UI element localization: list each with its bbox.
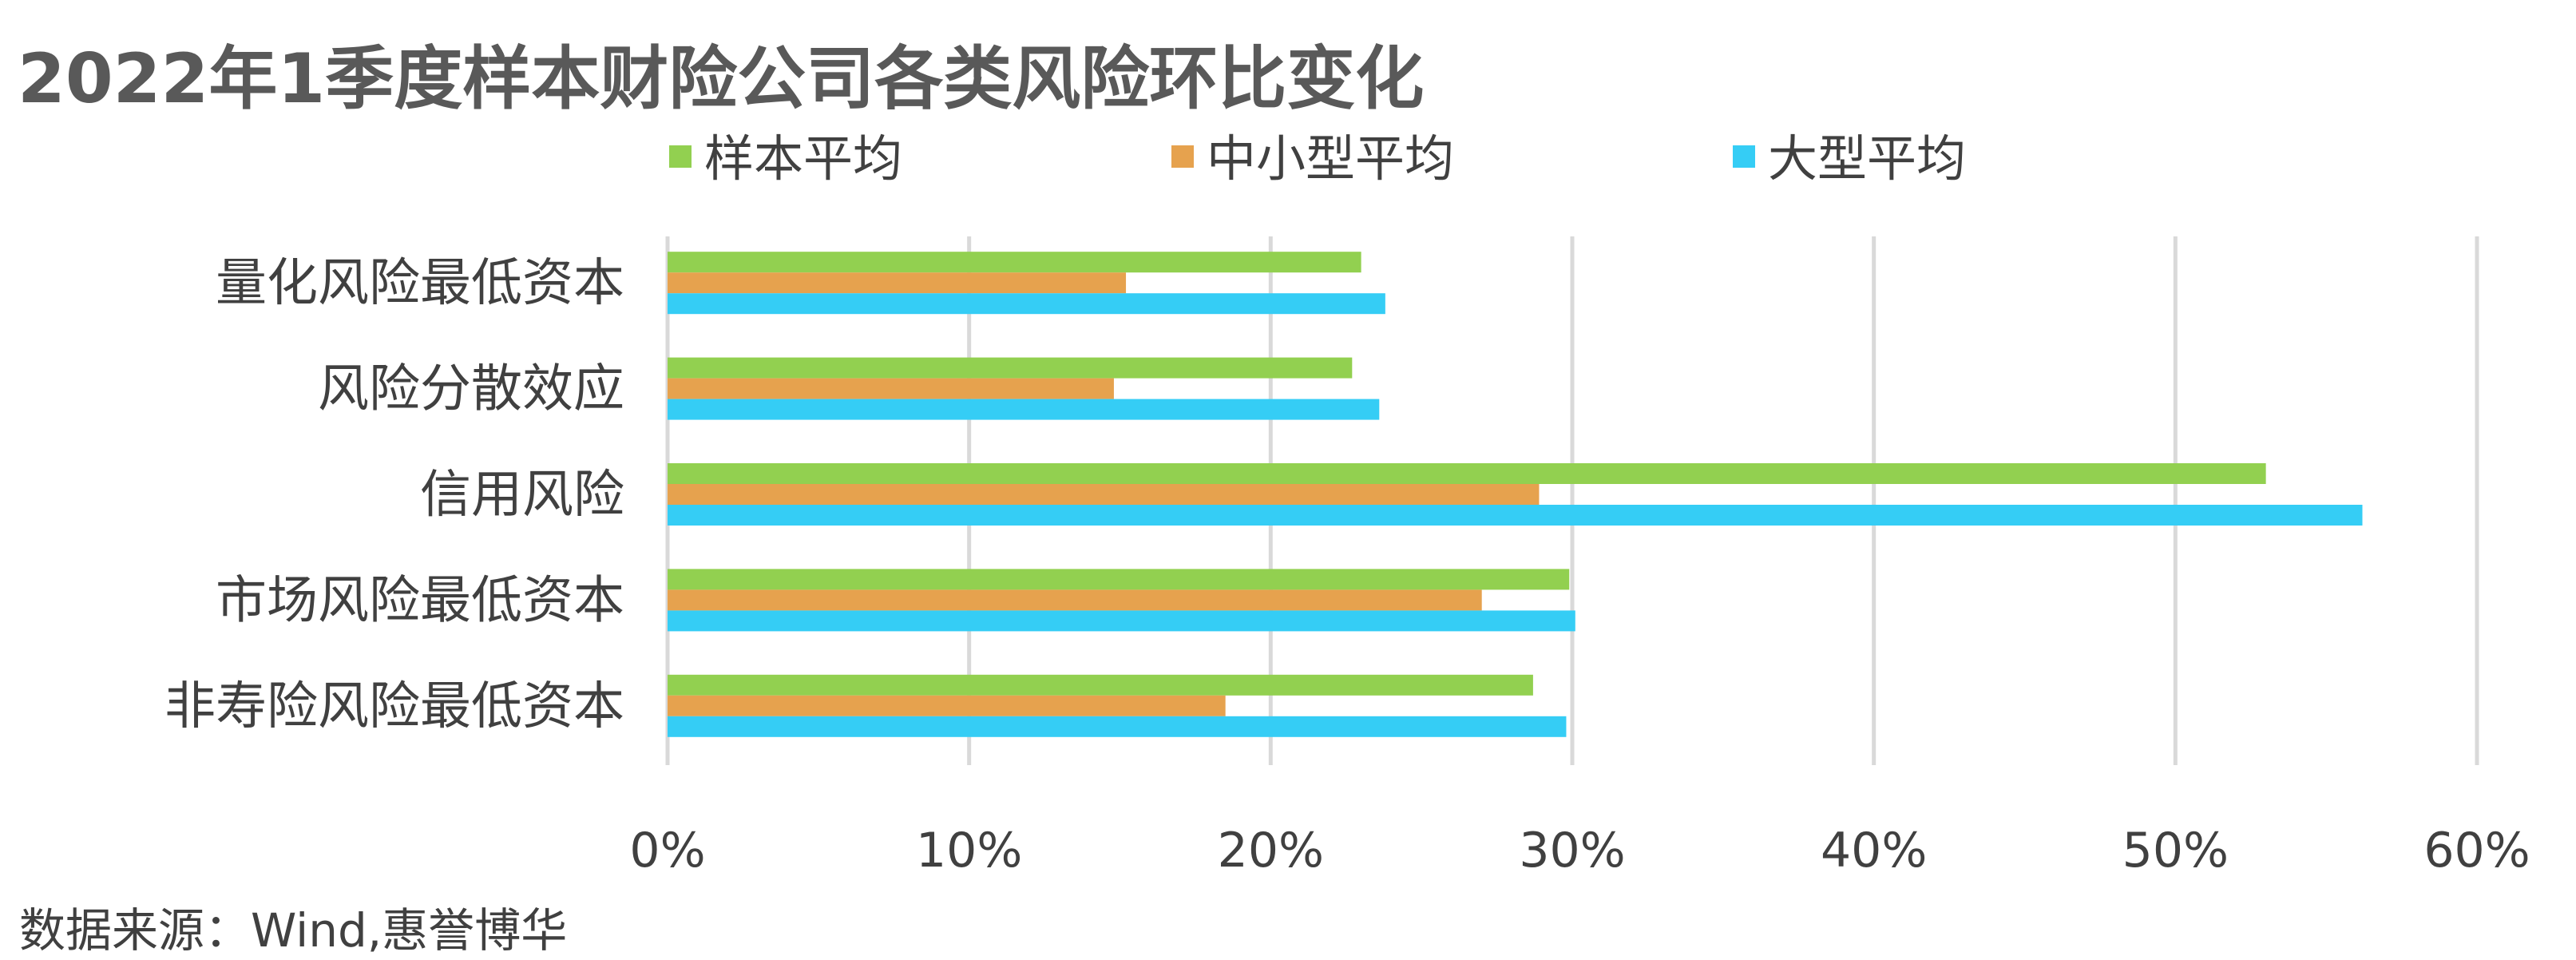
x-tick-label: 50% [2122, 823, 2229, 879]
bar [668, 252, 1361, 273]
chart-title: 2022年1季度样本财险公司各类风险环比变化 [18, 39, 1425, 119]
bar [668, 610, 1575, 632]
x-tick-label: 40% [1821, 823, 1927, 879]
bar [668, 569, 1570, 590]
bar [668, 399, 1380, 420]
bar [668, 293, 1385, 315]
bar [668, 357, 1353, 379]
category-label: 信用风险 [420, 466, 624, 525]
legend-swatch [669, 145, 692, 168]
legend-swatch [1171, 145, 1194, 168]
bar [668, 272, 1127, 294]
bar [668, 695, 1226, 716]
legend-label: 样本平均 [704, 129, 902, 188]
category-label: 非寿险风险最低资本 [164, 677, 624, 736]
legend-label: 中小型平均 [1207, 129, 1454, 188]
bar [668, 463, 2266, 484]
bar [668, 589, 1482, 611]
bar [668, 674, 1533, 696]
x-tick-label: 30% [1519, 823, 1625, 879]
x-tick-label: 0% [629, 823, 705, 879]
bar [668, 505, 2363, 526]
legend-swatch [1733, 145, 1755, 168]
legend-label: 大型平均 [1768, 129, 1966, 188]
category-label: 市场风险最低资本 [216, 571, 624, 630]
x-tick-label: 10% [916, 823, 1022, 879]
category-label: 量化风险最低资本 [216, 254, 624, 313]
x-tick-label: 20% [1218, 823, 1324, 879]
category-label: 风险分散效应 [318, 360, 624, 419]
bar [668, 484, 1540, 505]
bar [668, 378, 1114, 399]
x-tick-label: 60% [2423, 823, 2530, 879]
data-source-note: 数据来源：Wind,惠誉博华 [19, 903, 568, 958]
bar [668, 716, 1567, 737]
